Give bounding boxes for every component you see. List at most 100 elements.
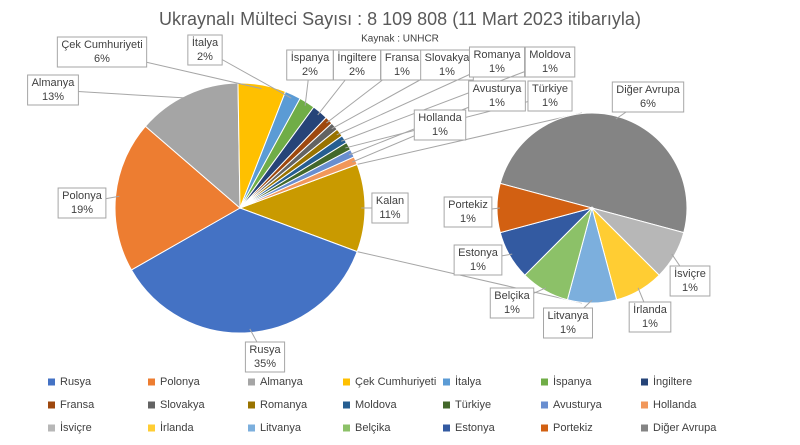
legend-marker: [48, 424, 55, 432]
label-value: 2%: [349, 66, 365, 78]
legend-marker: [48, 401, 55, 409]
pie-slice: [130, 207, 358, 334]
legend-label: Moldova: [355, 399, 397, 411]
label-value: 35%: [254, 358, 276, 370]
legend-marker: [148, 401, 155, 409]
label-value: 1%: [504, 304, 520, 316]
legend-marker: [343, 424, 350, 432]
data-label: İsviçre 1%: [669, 265, 711, 297]
label-box: [371, 192, 409, 224]
legend-marker: [443, 424, 450, 432]
pie-slice: [144, 82, 241, 210]
legend-label: Belçika: [355, 422, 391, 434]
legend-label: Rusya: [60, 376, 92, 388]
legend-label: Türkiye: [455, 399, 491, 411]
label-name: Belçika: [494, 290, 530, 302]
label-name: Diğer Avrupa: [616, 84, 680, 96]
data-label: Polonya 19%: [57, 187, 107, 219]
legend-marker: [343, 401, 350, 409]
label-value: 1%: [682, 282, 698, 294]
legend-marker: [443, 401, 450, 409]
legend-label: Estonya: [455, 422, 496, 434]
legend-marker: [541, 378, 548, 386]
label-box: [628, 301, 672, 333]
label-box: [489, 287, 535, 319]
leader-line: [341, 61, 551, 142]
label-box: [669, 265, 711, 297]
data-label: Moldova 1%: [524, 46, 576, 78]
label-box: [543, 307, 593, 339]
label-value: 1%: [460, 213, 476, 225]
label-box: [611, 81, 685, 113]
label-name: İsviçre: [674, 267, 706, 280]
label-box: [57, 187, 107, 219]
label-box: [468, 80, 526, 112]
legend-marker: [541, 401, 548, 409]
legend-label: İngiltere: [653, 375, 692, 388]
label-name: İtalya: [192, 36, 219, 49]
legend-marker: [148, 424, 155, 432]
label-box: [56, 36, 148, 68]
data-label: Portekiz 1%: [443, 196, 493, 228]
data-label: İspanya 2%: [286, 49, 334, 81]
label-box: [443, 196, 493, 228]
legend-label: Romanya: [260, 399, 308, 411]
label-name: Rusya: [249, 344, 281, 356]
label-value: 1%: [489, 97, 505, 109]
data-label: Estonya 1%: [453, 244, 503, 276]
label-value: 6%: [94, 53, 110, 65]
label-box: [187, 34, 223, 66]
data-label: Belçika 1%: [489, 287, 535, 319]
data-label: Rusya 35%: [244, 341, 286, 373]
legend-label: Avusturya: [553, 399, 603, 411]
label-value: 19%: [71, 204, 93, 216]
label-box: [27, 74, 79, 106]
data-label: Avusturya 1%: [468, 80, 526, 112]
legend-label: Polonya: [160, 376, 201, 388]
pie-slice: [114, 125, 241, 271]
legend-marker: [343, 378, 350, 386]
label-box: [527, 80, 573, 112]
label-name: İngiltere: [337, 51, 376, 64]
label-name: Kalan: [376, 195, 404, 207]
legend-marker: [248, 401, 255, 409]
legend-label: İspanya: [553, 375, 592, 388]
label-value: 11%: [379, 209, 400, 221]
data-label: İtalya 2%: [187, 34, 223, 66]
data-label: Türkiye 1%: [527, 80, 573, 112]
pie-slice: [499, 112, 688, 234]
label-box: [453, 244, 503, 276]
label-name: Slovakya: [425, 52, 471, 64]
legend-marker: [48, 378, 55, 386]
data-label: Litvanya 1%: [543, 307, 593, 339]
legend-label: Litvanya: [260, 422, 302, 434]
label-name: Fransa: [385, 52, 420, 64]
legend-marker: [541, 424, 548, 432]
label-name: Estonya: [458, 247, 499, 259]
label-box: [413, 109, 467, 141]
label-name: Almanya: [32, 77, 76, 89]
legend-marker: [148, 378, 155, 386]
chart-subtitle: Kaynak : UNHCR: [361, 34, 439, 45]
label-box: [468, 46, 526, 78]
legend-label: İsviçre: [60, 421, 92, 434]
legend-label: Slovakya: [160, 399, 206, 411]
label-value: 2%: [302, 66, 318, 78]
data-label: Slovakya 1%: [420, 49, 474, 81]
label-box: [380, 49, 424, 81]
label-value: 6%: [640, 98, 656, 110]
label-value: 2%: [197, 51, 213, 63]
label-value: 1%: [542, 97, 558, 109]
data-label: Almanya 13%: [27, 74, 79, 106]
data-label: İngiltere 2%: [332, 49, 382, 81]
label-value: 1%: [542, 63, 558, 75]
data-label: Romanya 1%: [468, 46, 526, 78]
label-name: Türkiye: [532, 83, 568, 95]
label-name: İspanya: [291, 51, 330, 64]
label-box: [524, 46, 576, 78]
legend-marker: [641, 401, 648, 409]
label-value: 1%: [642, 318, 658, 330]
label-value: 13%: [42, 91, 64, 103]
legend-marker: [248, 378, 255, 386]
